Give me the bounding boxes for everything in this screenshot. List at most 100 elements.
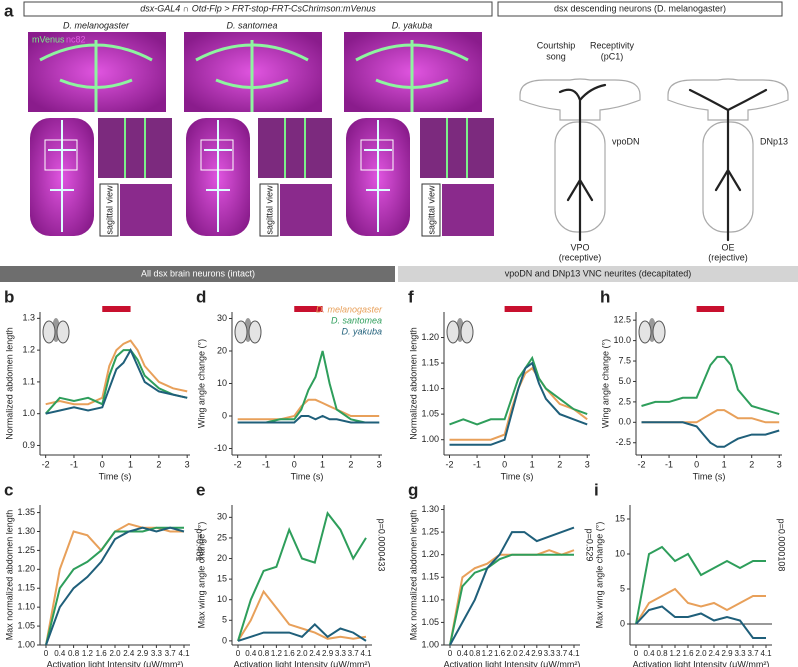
cns-outlines	[519, 78, 789, 242]
x-axis-label: Activation light Intensity (μW/mm²)	[234, 659, 371, 667]
y-tick-label: 5	[222, 615, 227, 625]
x-tick-label: 3	[777, 459, 782, 469]
x-tick-label: 3.3	[734, 649, 746, 658]
species-label: D. yakuba	[392, 20, 433, 30]
x-tick-label: 1	[128, 459, 133, 469]
y-tick-label: 20	[217, 345, 227, 355]
y-axis-label: Max normalized abdomen length	[408, 510, 418, 641]
series-line	[237, 510, 367, 642]
x-axis-label: Time (s)	[291, 471, 324, 481]
fly-icon	[446, 320, 460, 344]
series-line	[45, 526, 185, 646]
series-line	[237, 589, 367, 642]
legend-entry: D. yakuba	[341, 326, 382, 336]
y-tick-label: 0	[222, 410, 227, 420]
fly-icon	[460, 320, 474, 344]
fly-icon	[56, 320, 70, 344]
title-box	[497, 1, 783, 17]
x-tick-label: 1	[320, 459, 325, 469]
y-axis-label: Max normalized abdomen length	[4, 510, 14, 641]
y-tick-label: 30	[217, 512, 227, 522]
x-tick-label: 2.0	[296, 649, 308, 658]
x-tick-label: 4.1	[760, 649, 772, 658]
y-tick-label: 1.30	[17, 526, 35, 536]
x-tick-label: 1.6	[96, 649, 108, 658]
y-tick-label: 1.15	[421, 357, 439, 367]
stain-label: nc82	[66, 34, 86, 44]
x-tick-label: 0.8	[656, 649, 668, 658]
species-label: D. melanogaster	[63, 20, 130, 30]
series-line	[45, 347, 188, 415]
p-value: p=0.529	[585, 529, 595, 562]
y-tick-label: 0	[620, 618, 625, 628]
x-tick-label: -2	[446, 459, 454, 469]
output-label: VPO	[570, 242, 589, 252]
x-tick-label: 3	[377, 459, 382, 469]
y-tick-label: 10	[217, 594, 227, 604]
y-tick-label: 1.1	[22, 376, 35, 386]
series-line	[237, 350, 380, 424]
x-tick-label: 0.4	[457, 649, 469, 658]
y-axis-label: Max wing angle change (°)	[196, 522, 206, 629]
y-tick-label: 1.25	[17, 545, 35, 555]
section-bar	[0, 266, 395, 282]
y-tick-label: 5	[620, 583, 625, 593]
series-line	[641, 421, 780, 448]
panel-letter: i	[594, 480, 599, 499]
series-line	[449, 361, 588, 446]
x-tick-label: 1	[530, 459, 535, 469]
neuron-label: DNp13	[760, 136, 788, 146]
y-tick-label: 1.00	[421, 434, 439, 444]
y-tick-label: 1.35	[17, 507, 35, 517]
x-axis-label: Activation light Intensity (μW/mm²)	[633, 659, 770, 667]
title-box	[23, 1, 493, 17]
input-label: Courtship	[537, 40, 576, 50]
y-tick-label: 1.2	[22, 345, 35, 355]
x-tick-label: 3.3	[335, 649, 347, 658]
y-tick-label: 7.5	[618, 355, 631, 365]
fly-icon	[42, 320, 56, 344]
x-tick-label: -1	[473, 459, 481, 469]
y-tick-label: 1.15	[17, 583, 35, 593]
stimulus-bar	[102, 306, 131, 312]
y-tick-label: 1.10	[421, 383, 439, 393]
y-tick-label: 15	[217, 573, 227, 583]
x-tick-label: 0	[236, 649, 241, 658]
panel-letter: g	[408, 480, 418, 499]
y-tick-label: 1.25	[421, 526, 439, 536]
input-label: Receptivity	[590, 40, 635, 50]
x-tick-label: 2	[749, 459, 754, 469]
panel-letter: e	[196, 480, 205, 499]
sagittal-label: sagittal view	[264, 185, 274, 235]
y-tick-label: 0.0	[618, 417, 631, 427]
y-tick-label: 25	[217, 532, 227, 542]
panel-letter: d	[196, 287, 206, 306]
panel-a-title: dsx-GAL4 ∩ Otd-Flp > FRT-stop-FRT-CsChri…	[140, 3, 376, 13]
y-axis-label: Normalized abdomen length	[408, 327, 418, 440]
x-tick-label: 0	[292, 459, 297, 469]
y-tick-label: 1.10	[421, 594, 439, 604]
panel-letter: h	[600, 287, 610, 306]
y-axis-label: Max wing angle change (°)	[594, 522, 604, 629]
p-value: p=0.0000433	[377, 519, 387, 572]
y-tick-label: 30	[217, 313, 227, 323]
series-line	[635, 587, 766, 625]
microscopy	[28, 32, 494, 237]
output-label: OE	[721, 242, 734, 252]
x-tick-label: 3.7	[556, 649, 568, 658]
y-tick-label: 1.00	[421, 639, 439, 649]
sagittal-label: sagittal view	[426, 185, 436, 235]
series-line	[449, 526, 575, 646]
x-tick-label: 2.9	[531, 649, 543, 658]
x-tick-label: 2	[557, 459, 562, 469]
x-tick-label: -2	[638, 459, 646, 469]
series-line	[635, 545, 766, 625]
y-tick-label: 1.05	[421, 409, 439, 419]
fly-icon	[248, 320, 262, 344]
y-tick-label: 10.0	[613, 335, 631, 345]
series-line	[45, 526, 184, 646]
x-tick-label: -1	[665, 459, 673, 469]
y-tick-label: 1.20	[421, 549, 439, 559]
fly-icon	[234, 320, 248, 344]
x-tick-label: 3	[585, 459, 590, 469]
